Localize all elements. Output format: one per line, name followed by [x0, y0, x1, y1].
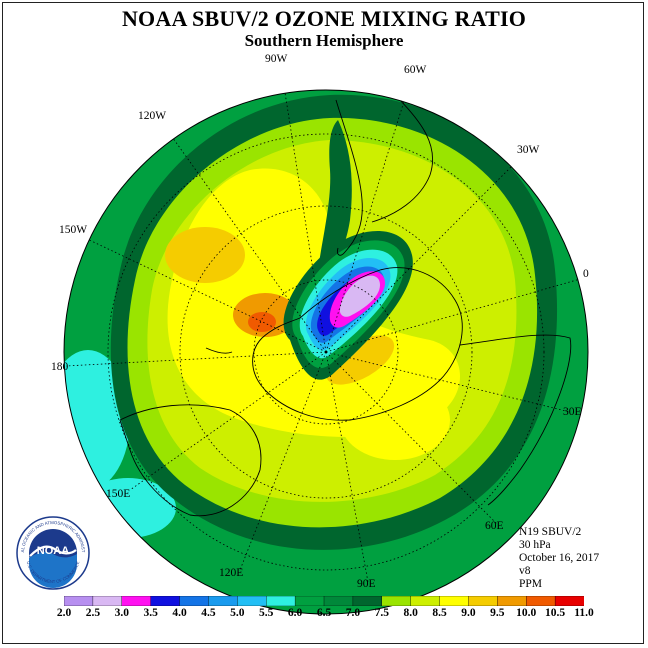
lon-label-150e: 150E	[106, 488, 131, 500]
noaa-logo: NOAA NATIONAL OCEANIC AND ATMOSPHERIC AD…	[16, 516, 90, 590]
info-level: 30 hPa	[519, 539, 551, 551]
colorbar-label-8.0: 8.0	[403, 607, 418, 619]
colorbar-label-7.5: 7.5	[374, 607, 389, 619]
lon-label-60e: 60E	[485, 520, 504, 532]
coastlines	[119, 94, 572, 517]
info-date: October 16, 2017	[519, 552, 600, 564]
colorbar-swatch-9.0	[468, 596, 499, 606]
colorbar-label-6.5: 6.5	[316, 607, 332, 619]
antarctica-coast	[252, 267, 463, 421]
colorbar-label-2.0: 2.0	[56, 607, 72, 619]
lon-label-150w: 150W	[59, 224, 88, 236]
colorbar-swatch-2.5	[92, 596, 123, 606]
latitude-circles	[107, 133, 545, 571]
colorbar-swatch-4.5	[208, 596, 239, 606]
info-satellite: N19 SBUV/2	[519, 526, 582, 538]
colorbar-label-6.0: 6.0	[287, 607, 303, 619]
colorbar-swatch-10.0	[526, 596, 556, 606]
colorbar-label-9.5: 9.5	[490, 607, 505, 619]
south-america-east-coast	[371, 94, 434, 223]
south-america-coast	[335, 99, 363, 256]
colorbar-label-10.0: 10.0	[516, 607, 537, 619]
info-units: PPM	[519, 578, 543, 590]
lon-label-180: 180	[51, 361, 69, 373]
longitude-meridians	[65, 90, 588, 583]
colorbar-swatch-3.0	[121, 596, 152, 606]
colorbar	[64, 596, 584, 606]
dark-green-tongue	[318, 120, 352, 270]
map-title: NOAA SBUV/2 OZONE MIXING RATIO	[121, 6, 527, 31]
map-subtitle: Southern Hemisphere	[244, 31, 404, 50]
info-block: N19 SBUV/2 30 hPa October 16, 2017 v8 PP…	[519, 526, 599, 591]
colorbar-swatch-6.0	[294, 596, 325, 606]
colorbar-swatch-5.0	[237, 596, 267, 606]
colorbar-labels: 2.0 2.5 3.0 3.5 4.0 4.5 5.0 5.5 6.0 6.5 7.0 7.5 8.0 8…	[0, 607, 648, 623]
lon-label-30w: 30W	[517, 144, 540, 156]
colorbar-swatch-9.5	[497, 596, 527, 606]
colorbar-swatch-10.5	[554, 596, 584, 606]
lon-label-60w: 60W	[404, 64, 427, 76]
colorbar-label-3.5: 3.5	[143, 607, 158, 619]
colorbar-label-8.5: 8.5	[432, 607, 447, 619]
colorbar-swatch-4.0	[179, 596, 210, 606]
globe-outline	[63, 89, 589, 615]
colorbar-swatch-5.5	[266, 596, 296, 606]
australia-coast	[119, 404, 262, 517]
colorbar-swatch-7.5	[381, 596, 412, 606]
colorbar-label-10.5: 10.5	[545, 607, 566, 619]
lon-label-120e: 120E	[219, 567, 244, 579]
colorbar-label-4.5: 4.5	[201, 607, 216, 619]
colorbar-swatch-7.0	[352, 596, 383, 606]
orange-max-150w	[165, 227, 245, 283]
red-orange-max	[248, 312, 276, 332]
colorbar-swatch-2.0	[64, 596, 94, 606]
colorbar-label-2.5: 2.5	[85, 607, 101, 619]
colorbar-swatch-6.5	[323, 596, 354, 606]
colorbar-label-4.0: 4.0	[172, 607, 187, 619]
lon-label-90e: 90E	[357, 578, 376, 590]
colorbar-swatch-8.5	[439, 596, 470, 606]
logo-text: NOAA	[37, 545, 69, 557]
info-version: v8	[519, 565, 531, 577]
colorbar-swatch-8.0	[410, 596, 441, 606]
colorbar-label-5.5: 5.5	[259, 607, 274, 619]
lon-label-90w: 90W	[265, 53, 288, 65]
ozone-field	[64, 90, 588, 614]
lon-label-120w: 120W	[138, 110, 167, 122]
new-zealand-coast	[205, 347, 233, 354]
colorbar-label-5.0: 5.0	[230, 607, 245, 619]
orange-arc-south	[325, 335, 395, 385]
yellow-region-east	[340, 380, 450, 460]
colorbar-swatch-3.5	[150, 596, 181, 606]
colorbar-label-9.0: 9.0	[461, 607, 476, 619]
colorbar-label-7.0: 7.0	[345, 607, 361, 619]
lon-label-30e: 30E	[563, 406, 582, 418]
colorbar-label-11.0: 11.0	[574, 607, 594, 619]
lon-label-0: 0	[583, 268, 589, 280]
colorbar-label-3.0: 3.0	[114, 607, 129, 619]
africa-coast	[459, 334, 572, 506]
ozone-hole	[283, 231, 413, 380]
